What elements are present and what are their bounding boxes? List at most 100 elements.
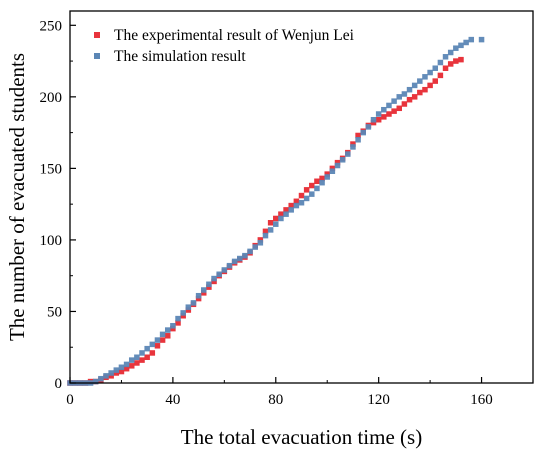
simulation-point (293, 202, 300, 209)
experimental-point (262, 228, 269, 235)
experimental-point (206, 284, 212, 290)
experimental-point (370, 119, 377, 126)
experimental-point (293, 198, 300, 205)
experimental-point (211, 278, 217, 285)
experimental-point (314, 178, 320, 185)
experimental-point (386, 111, 392, 117)
x-axis-title: The total evacuation time (s) (181, 425, 422, 449)
experimental-point (406, 96, 413, 103)
legend-marker-simulation (94, 53, 100, 59)
x-tick-label: 40 (165, 392, 180, 408)
simulation-point (206, 281, 212, 288)
experimental-point (427, 82, 433, 89)
simulation-point (92, 378, 99, 385)
simulation-point (355, 137, 361, 143)
experimental-point (432, 78, 439, 84)
experimental-point (164, 333, 171, 339)
experimental-point (381, 114, 387, 120)
simulation-point (391, 98, 397, 104)
experimental-point (180, 313, 186, 319)
experimental-point (396, 105, 402, 112)
simulation-point (195, 292, 202, 299)
experimental-point (175, 320, 181, 326)
experimental-point (437, 72, 444, 79)
simulation-point (149, 341, 156, 348)
legend-marker-experimental (94, 32, 100, 38)
experimental-point (283, 207, 289, 213)
simulation-point (262, 232, 269, 239)
simulation-point (226, 262, 233, 269)
simulation-point (411, 82, 418, 89)
simulation-point (144, 345, 150, 352)
simulation-point (329, 168, 336, 174)
simulation-point (267, 227, 274, 233)
simulation-point (257, 240, 264, 246)
experimental-point (159, 337, 166, 343)
experimental-point (185, 307, 192, 313)
experimental-point (108, 373, 114, 379)
experimental-point (458, 56, 464, 63)
simulation-point (185, 304, 192, 310)
simulation-point (478, 36, 485, 43)
simulation-point (360, 129, 366, 136)
experimental-point (139, 357, 145, 363)
x-tick-label: 80 (268, 392, 283, 408)
y-tick-label: 200 (40, 90, 63, 106)
experimental-point (303, 187, 310, 193)
simulation-point (237, 255, 243, 262)
y-tick-label: 150 (40, 161, 63, 177)
legend: The experimental result of Wenjun Lei Th… (94, 27, 355, 65)
legend-label-experimental: The experimental result of Wenjun Lei (114, 27, 355, 44)
experimental-point (170, 325, 176, 332)
simulation-point (334, 162, 341, 169)
simulation-point (370, 116, 377, 123)
experimental-point (123, 365, 130, 372)
y-axis-title: The number of evacuated students (5, 53, 29, 341)
experimental-point (334, 159, 341, 166)
simulation-point (350, 144, 356, 150)
simulation-point (216, 271, 222, 278)
simulation-point (201, 287, 207, 293)
simulation-point (190, 300, 197, 306)
experimental-point (417, 89, 423, 96)
simulation-point (247, 248, 253, 255)
experimental-point (411, 94, 418, 100)
axis-ticks: 0 40 80 120 160 0 50 100 150 200 250 (40, 18, 493, 408)
experimental-point (257, 237, 264, 243)
simulation-point (314, 185, 320, 192)
experimental-point (355, 132, 361, 139)
experimental-point (149, 350, 156, 356)
experimental-point (391, 108, 397, 114)
experimental-point (309, 182, 315, 189)
experimental-point (329, 165, 336, 172)
simulation-point (381, 106, 387, 113)
simulation-point (170, 323, 176, 329)
simulation-point (365, 124, 372, 130)
simulation-point (417, 78, 423, 84)
experimental-point (201, 290, 207, 296)
simulation-point (231, 258, 238, 265)
simulation-point (447, 49, 454, 56)
plot-frame (69, 10, 534, 384)
simulation-point (458, 42, 464, 49)
simulation-point (298, 199, 305, 206)
experimental-point (273, 215, 279, 222)
experimental-point (195, 295, 202, 302)
experimental-point (350, 141, 356, 147)
experimental-point (144, 354, 150, 360)
experimental-point (401, 101, 408, 107)
simulation-point (375, 111, 382, 117)
simulation-point (154, 337, 161, 343)
simulation-point (386, 102, 392, 109)
x-tick-label: 0 (66, 392, 74, 408)
simulation-point (98, 375, 104, 382)
simulation-point (128, 357, 135, 363)
simulation-point (437, 59, 444, 66)
experimental-point (298, 192, 305, 199)
x-tick-label: 120 (367, 392, 390, 408)
simulation-point (324, 174, 330, 180)
simulation-point (164, 327, 171, 333)
simulation-point (123, 361, 130, 368)
legend-label-simulation: The simulation result (114, 48, 246, 65)
